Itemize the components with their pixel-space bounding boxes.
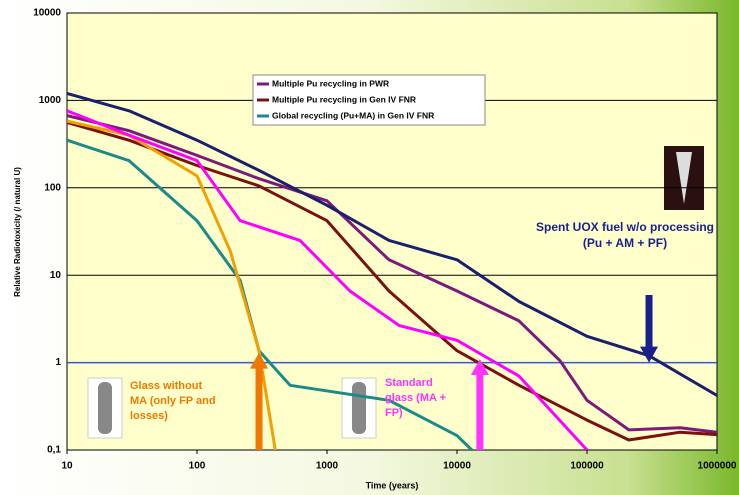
annotation-text: Spent UOX fuel w/o processing: [536, 220, 714, 234]
x-tick-label: 100: [189, 461, 206, 472]
annotation-text: FP): [385, 407, 403, 419]
y-tick-label: 100: [44, 182, 61, 193]
y-axis-label: Relative Radiotoxicity (/ natural U): [13, 167, 22, 297]
annotation-text: glass (MA +: [385, 392, 446, 404]
legend-label: Multiple Pu recycling in PWR: [272, 78, 389, 88]
annotation-text: (Pu + AM + PF): [583, 236, 667, 250]
annotation-text: MA (only FP and: [130, 395, 216, 407]
annotation-text: losses): [130, 410, 168, 422]
x-tick-label: 10000: [443, 461, 471, 472]
y-tick-label: 1000: [39, 95, 62, 106]
chart: Time (years) Relative Radiotoxicity (/ n…: [0, 0, 739, 495]
x-tick-label: 100000: [570, 461, 604, 472]
legend-label: Multiple Pu recycling in Gen IV FNR: [272, 94, 416, 104]
y-tick-label: 10: [50, 270, 62, 281]
icon-fuel: [664, 146, 704, 210]
x-axis-label: Time (years): [366, 480, 419, 490]
icon-glass-2: [342, 378, 376, 438]
y-tick-label: 1: [55, 357, 61, 368]
annotation-text: Standard: [385, 377, 433, 389]
x-tick-label: 1000000: [698, 461, 737, 472]
y-tick-label: 10000: [33, 8, 61, 19]
icon-glass-1: [88, 378, 122, 438]
annotation-text: Glass without: [130, 380, 202, 392]
legend-label: Global recycling (Pu+MA) in Gen IV FNR: [272, 110, 434, 120]
y-tick-label: 0,1: [47, 445, 61, 456]
x-tick-label: 1000: [316, 461, 339, 472]
x-tick-label: 10: [61, 461, 73, 472]
